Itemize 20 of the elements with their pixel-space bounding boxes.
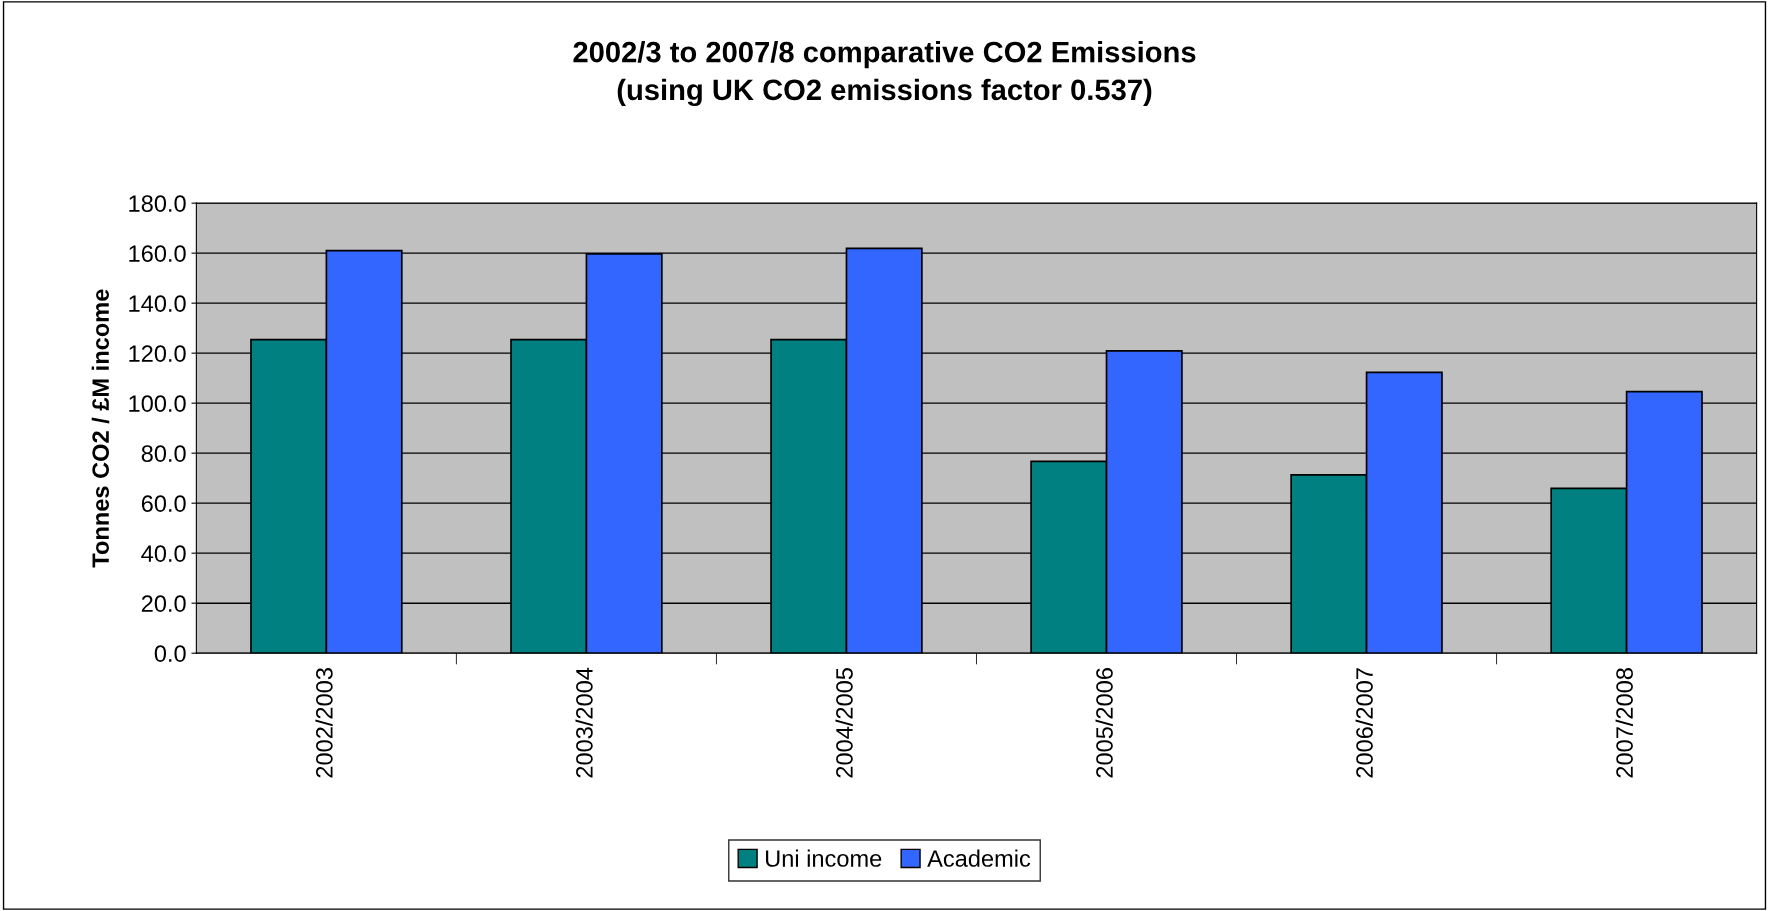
y-tick-label: 140.0 [129, 295, 186, 312]
y-tick-label: 120.0 [129, 345, 186, 362]
x-tick-label: 2004/2005 [835, 668, 853, 778]
y-tick-label: 60.0 [141, 495, 186, 512]
x-tick-label: 2005/2006 [1095, 668, 1113, 778]
y-tick-label: 80.0 [141, 445, 186, 462]
x-tick-label: 2007/2008 [1615, 668, 1633, 778]
y-axis-title: Tonnes CO2 / £M income [91, 289, 110, 568]
x-tick-label: 2003/2004 [575, 667, 593, 778]
y-tick-label: 20.0 [141, 595, 186, 612]
legend-label: Academic [927, 849, 1031, 867]
y-tick-label: 180.0 [129, 195, 186, 212]
legend-label: Uni income [766, 849, 882, 867]
chart-title: 2002/3 to 2007/8 comparative CO2 Emissions (using UK CO2 emissions factor 0.537) [573, 41, 1196, 107]
y-tick-label: 40.0 [141, 545, 186, 562]
x-tick-label: 2002/2003 [315, 668, 333, 778]
y-tick-label: 0.0 [154, 645, 186, 662]
x-tick-label: 2006/2007 [1355, 668, 1373, 778]
y-tick-label: 160.0 [129, 245, 186, 262]
y-tick-label: 100.0 [129, 395, 186, 412]
